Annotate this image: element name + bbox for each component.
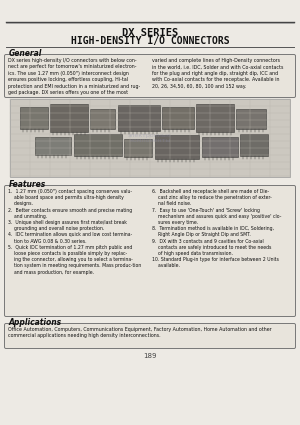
Text: электронные
компоненты: электронные компоненты	[128, 133, 172, 143]
Bar	[162, 107, 194, 129]
Text: Office Automation, Computers, Communications Equipment, Factory Automation, Home: Office Automation, Computers, Communicat…	[8, 327, 272, 338]
Text: varied and complete lines of High-Density connectors
in the world, i.e. IDC, Sol: varied and complete lines of High-Densit…	[152, 58, 284, 88]
Bar	[35, 137, 71, 155]
Text: 6.  Backshell and receptacle shell are made of Die-
    cast zinc alloy to reduc: 6. Backshell and receptacle shell are ma…	[152, 189, 281, 269]
Bar	[124, 139, 152, 157]
Bar	[50, 104, 88, 132]
Bar	[236, 109, 266, 129]
FancyBboxPatch shape	[4, 323, 296, 348]
FancyBboxPatch shape	[4, 185, 296, 317]
Bar	[118, 105, 160, 131]
Text: Features: Features	[9, 180, 46, 189]
Bar	[74, 134, 122, 156]
Bar	[202, 137, 238, 157]
Bar	[196, 104, 234, 132]
Text: General: General	[9, 49, 42, 58]
Text: 189: 189	[143, 353, 157, 359]
Bar	[155, 135, 199, 159]
Text: DX SERIES: DX SERIES	[122, 28, 178, 38]
FancyBboxPatch shape	[10, 99, 290, 177]
Bar	[90, 109, 115, 129]
Bar	[240, 134, 268, 156]
Text: HIGH-DENSITY I/O CONNECTORS: HIGH-DENSITY I/O CONNECTORS	[71, 36, 229, 46]
Text: DX series high-density I/O connectors with below con-
nect are perfect for tomor: DX series high-density I/O connectors wi…	[8, 58, 140, 95]
FancyBboxPatch shape	[4, 54, 296, 97]
Bar	[20, 107, 48, 129]
Text: Applications: Applications	[9, 318, 62, 327]
Text: 1.  1.27 mm (0.050") contact spacing conserves valu-
    able board space and pe: 1. 1.27 mm (0.050") contact spacing cons…	[8, 189, 141, 275]
